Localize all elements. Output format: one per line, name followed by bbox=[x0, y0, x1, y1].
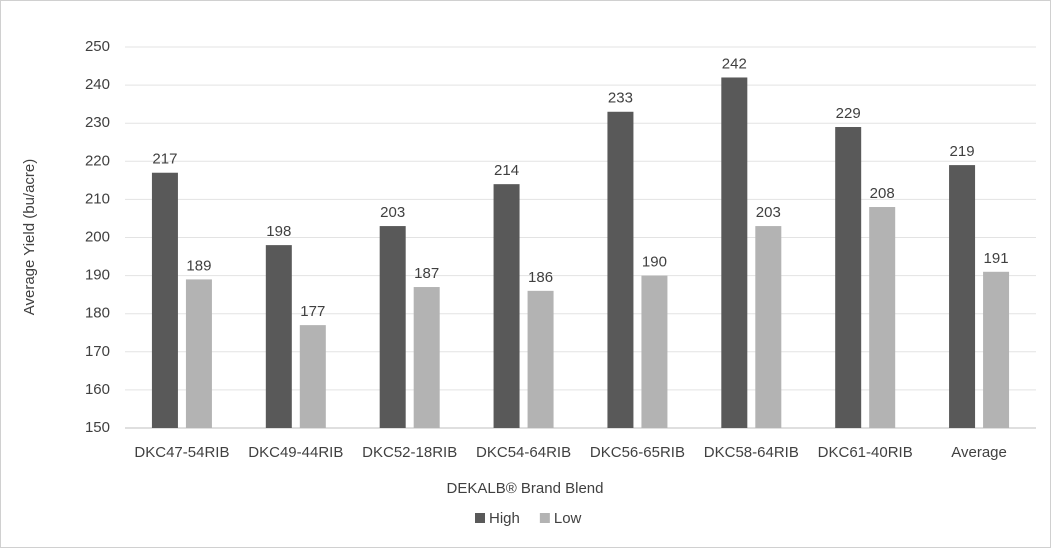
x-tick-label: DKC52-18RIB bbox=[362, 444, 457, 461]
y-tick-label: 210 bbox=[85, 190, 110, 207]
y-tick-label: 150 bbox=[85, 419, 110, 436]
y-tick-label: 250 bbox=[85, 38, 110, 55]
x-tick-label: DKC47-54RIB bbox=[134, 444, 229, 461]
y-tick-label: 240 bbox=[85, 76, 110, 93]
x-tick-label: Average bbox=[951, 444, 1007, 461]
bar bbox=[413, 287, 440, 428]
y-tick-label: 190 bbox=[85, 267, 110, 284]
data-label: 229 bbox=[836, 105, 861, 122]
legend-label: Low bbox=[554, 510, 582, 527]
data-label: 191 bbox=[984, 250, 1009, 267]
data-label: 203 bbox=[380, 204, 405, 221]
data-label: 203 bbox=[756, 204, 781, 221]
data-label: 217 bbox=[152, 151, 177, 168]
bar bbox=[265, 245, 292, 428]
bar bbox=[949, 165, 976, 429]
y-tick-label: 220 bbox=[85, 152, 110, 169]
data-label: 187 bbox=[414, 265, 439, 282]
x-tick-label: DKC54-64RIB bbox=[476, 444, 571, 461]
x-tick-label: DKC49-44RIB bbox=[248, 444, 343, 461]
legend-swatch bbox=[475, 513, 485, 523]
data-label: 219 bbox=[950, 143, 975, 160]
bar bbox=[379, 226, 406, 428]
data-label: 198 bbox=[266, 223, 291, 240]
x-tick-label: DKC61-40RIB bbox=[818, 444, 913, 461]
data-label: 214 bbox=[494, 162, 519, 179]
y-tick-label: 170 bbox=[85, 343, 110, 360]
data-label: 208 bbox=[870, 185, 895, 202]
bar bbox=[721, 77, 748, 428]
bar bbox=[983, 271, 1010, 428]
data-label: 177 bbox=[300, 303, 325, 320]
y-tick-label: 180 bbox=[85, 305, 110, 322]
bar bbox=[607, 111, 634, 429]
data-label: 233 bbox=[608, 90, 633, 107]
bar bbox=[493, 184, 520, 428]
bar bbox=[185, 279, 212, 428]
data-label: 186 bbox=[528, 269, 553, 286]
bar bbox=[151, 172, 178, 428]
bar bbox=[527, 290, 554, 428]
data-label: 190 bbox=[642, 254, 667, 271]
y-tick-label: 230 bbox=[85, 114, 110, 131]
y-axis-title: Average Yield (bu/acre) bbox=[21, 159, 38, 315]
bar bbox=[755, 226, 782, 428]
bar bbox=[641, 275, 668, 428]
x-tick-label: DKC58-64RIB bbox=[704, 444, 799, 461]
data-label: 242 bbox=[722, 55, 747, 72]
legend-swatch bbox=[539, 513, 550, 523]
y-tick-label: 160 bbox=[85, 381, 110, 398]
bar bbox=[835, 127, 862, 428]
bar bbox=[299, 325, 326, 428]
legend-label: High bbox=[489, 510, 520, 527]
x-tick-label: DKC56-65RIB bbox=[590, 444, 685, 461]
x-axis-title: DEKALB® Brand Blend bbox=[447, 480, 604, 497]
y-tick-label: 200 bbox=[85, 228, 110, 245]
data-label: 189 bbox=[186, 257, 211, 274]
bar bbox=[869, 207, 896, 428]
